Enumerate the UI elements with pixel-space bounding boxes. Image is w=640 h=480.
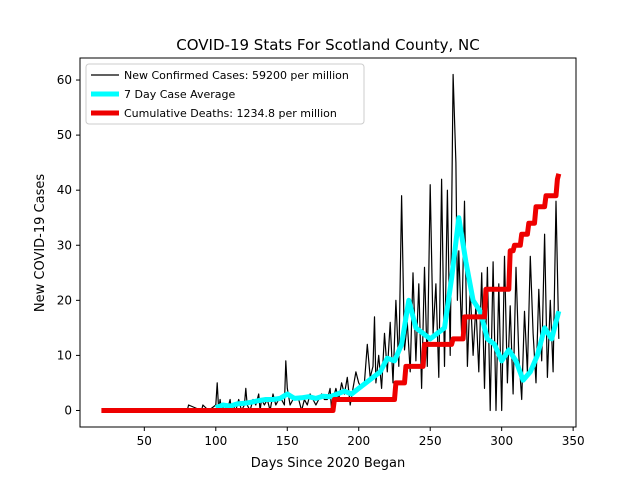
y-tick-label: 20 [57, 293, 72, 307]
legend-label-2: Cumulative Deaths: 1234.8 per million [124, 107, 337, 120]
plot-frame [79, 57, 577, 428]
plot-area [101, 73, 562, 413]
x-tick-label: 150 [276, 434, 299, 448]
y-tick-label: 0 [64, 403, 72, 417]
x-tick-label: 50 [137, 434, 152, 448]
chart-title: COVID-19 Stats For Scotland County, NC [176, 36, 479, 54]
x-tick-label: 250 [419, 434, 442, 448]
legend: New Confirmed Cases: 59200 per million 7 … [85, 63, 365, 125]
y-axis-label: New COVID-19 Cases [33, 174, 48, 312]
x-tick-label: 100 [204, 434, 227, 448]
x-tick-label: 200 [347, 434, 370, 448]
legend-label-0: New Confirmed Cases: 59200 per million [124, 69, 349, 82]
y-tick-label: 10 [57, 348, 72, 362]
x-tick-label: 350 [562, 434, 585, 448]
legend-label-1: 7 Day Case Average [124, 88, 236, 101]
series-line-2 [101, 173, 562, 413]
x-axis-label: Days Since 2020 Began [251, 456, 406, 471]
x-tick-label: 300 [490, 434, 513, 448]
y-tick-label: 60 [57, 73, 72, 87]
y-axis: 0 10 20 30 40 50 60 [57, 73, 80, 417]
y-tick-label: 40 [57, 183, 72, 197]
legend-box [85, 63, 365, 125]
x-axis: 50 100 150 200 250 300 350 [137, 427, 585, 448]
y-tick-label: 50 [57, 128, 72, 142]
series-line-1 [214, 215, 562, 411]
y-tick-label: 30 [57, 238, 72, 252]
